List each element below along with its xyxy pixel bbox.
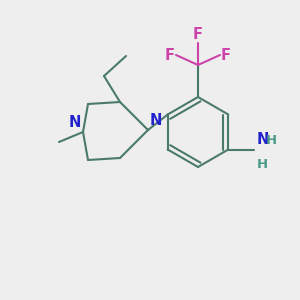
- Text: F: F: [193, 27, 203, 42]
- Text: N: N: [150, 113, 162, 128]
- Text: F: F: [165, 47, 175, 62]
- Text: F: F: [221, 47, 231, 62]
- Text: N: N: [256, 133, 269, 148]
- Text: H: H: [265, 134, 276, 148]
- Text: N: N: [69, 115, 81, 130]
- Text: H: H: [256, 158, 267, 170]
